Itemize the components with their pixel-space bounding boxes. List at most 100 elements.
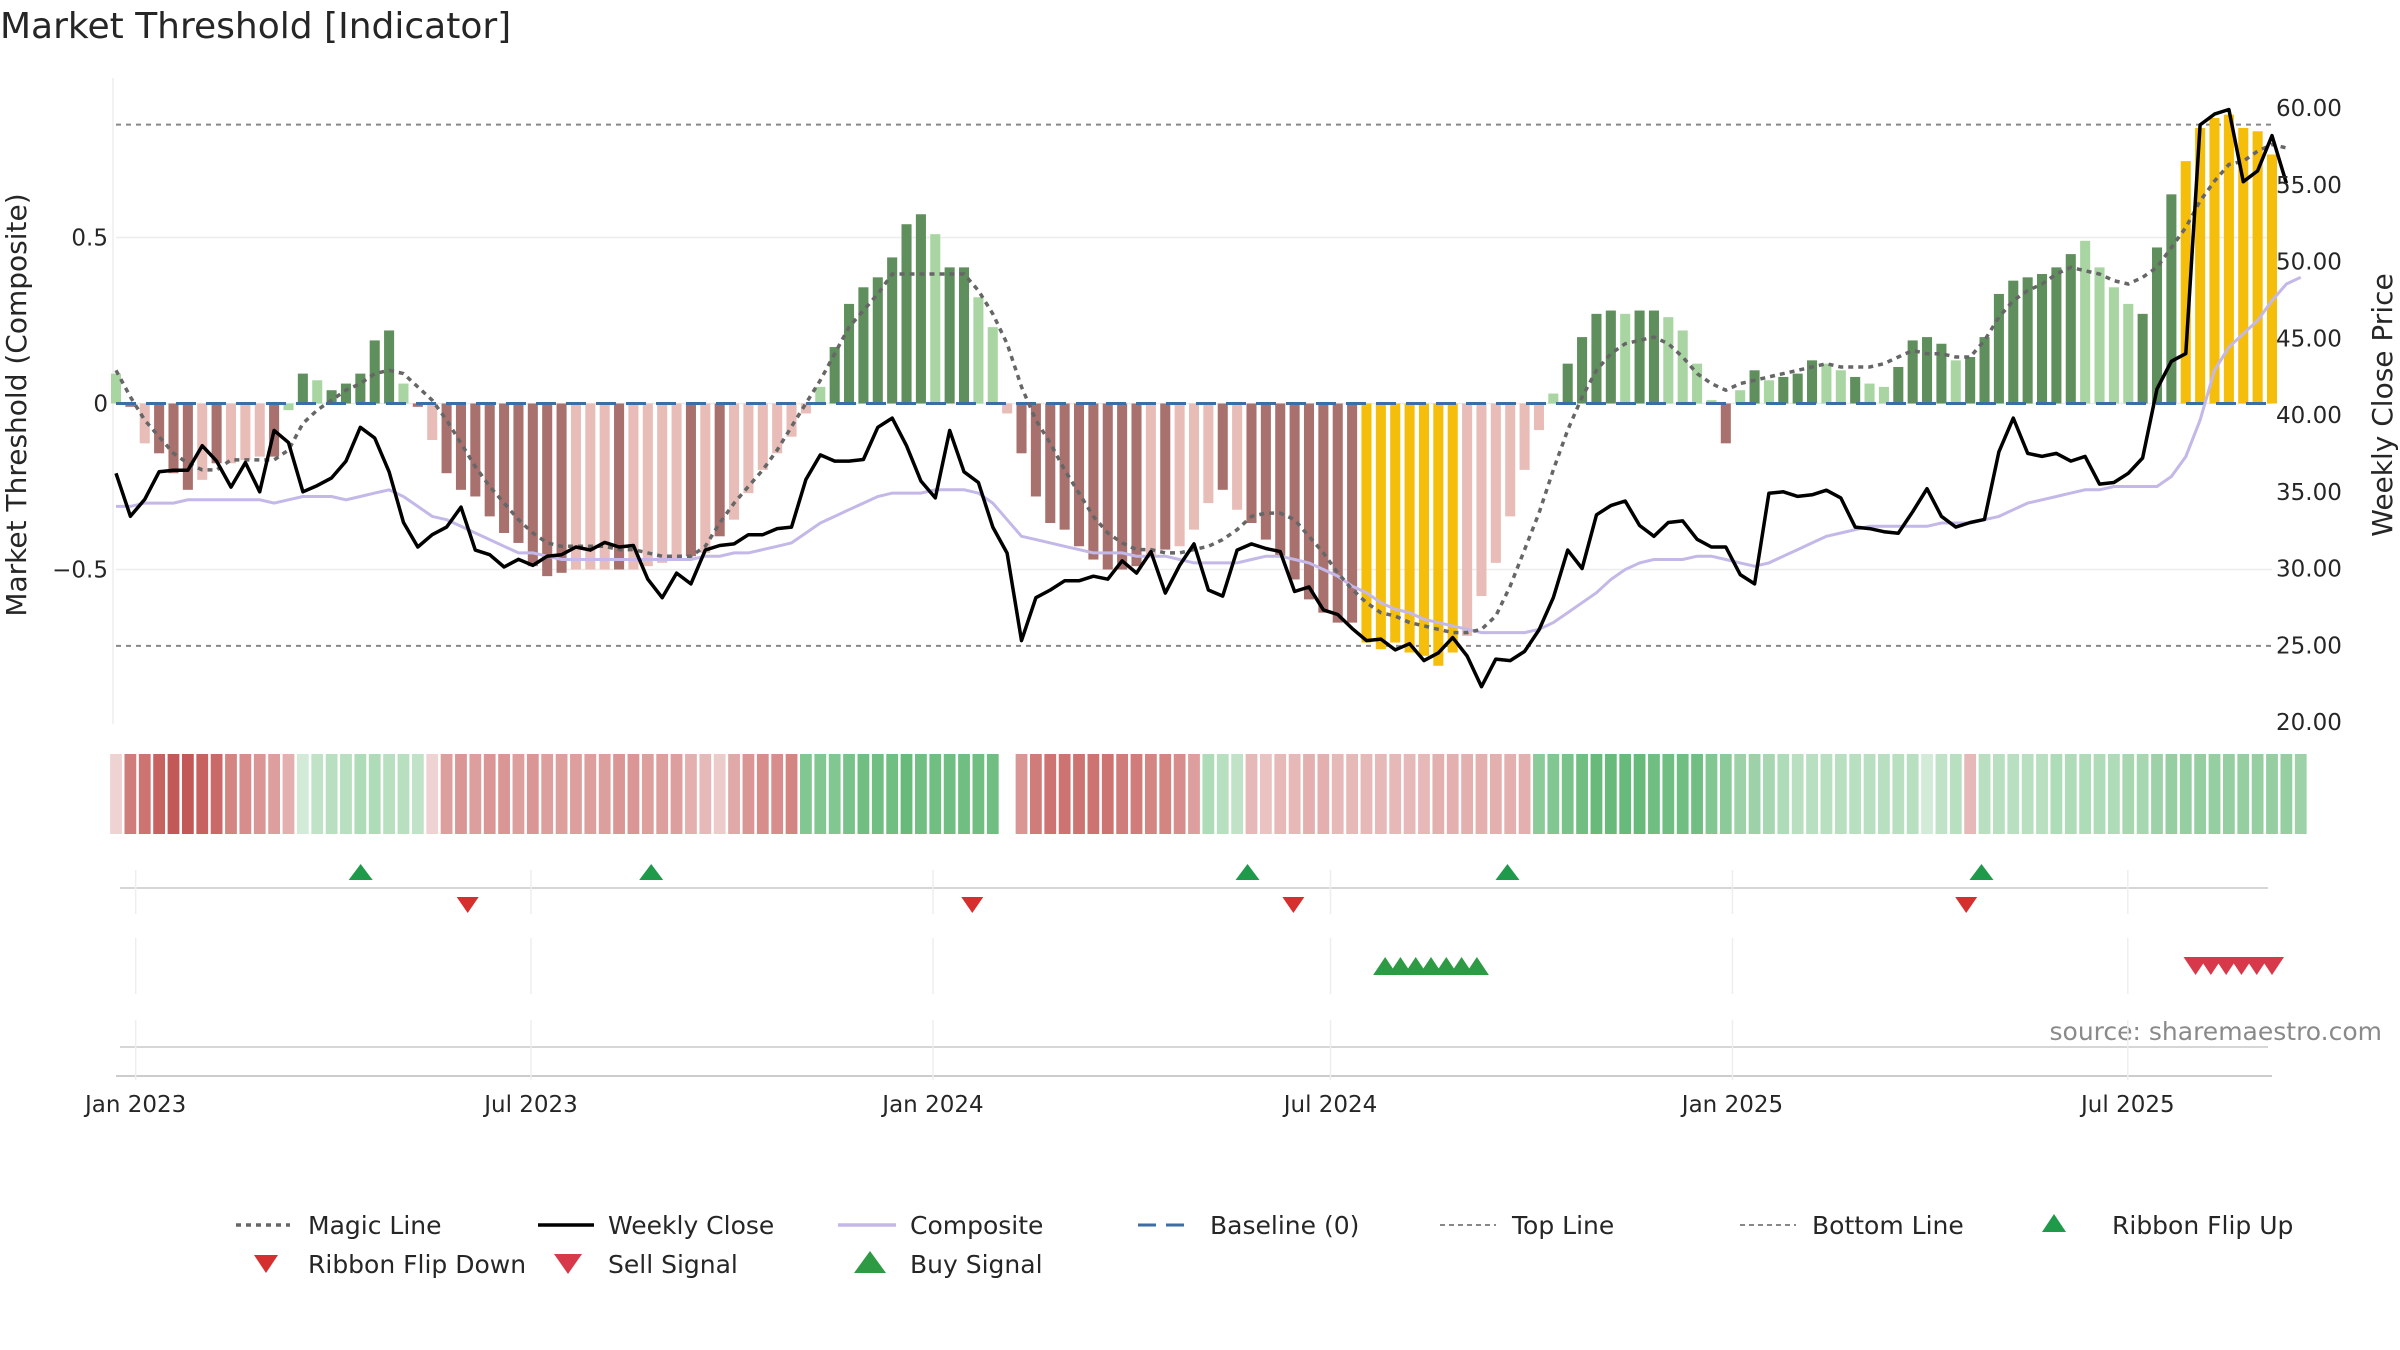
- ribbon-cell: [1719, 754, 1732, 834]
- composite-bar: [312, 380, 323, 404]
- ribbon-cell: [1935, 754, 1948, 834]
- ribbon-cell: [570, 754, 582, 834]
- ribbon-cell: [972, 754, 985, 834]
- right-tick-label: 40.00: [2276, 403, 2342, 429]
- ribbon-cell: [1993, 754, 2005, 834]
- composite-bar: [1332, 403, 1343, 623]
- ribbon-cell: [1331, 754, 1344, 834]
- ribbon-cell: [138, 754, 151, 834]
- composite-bar: [1893, 366, 1904, 404]
- composite-bar: [2195, 127, 2206, 404]
- ribbon-cell: [1820, 754, 1833, 834]
- right-tick-label: 20.00: [2276, 710, 2342, 736]
- ribbon-cell: [1303, 754, 1315, 834]
- buy-signal-marker: [1388, 957, 1413, 975]
- legend: Magic Line Weekly Close Composite Baseline …: [236, 1211, 2293, 1279]
- ribbon-cell: [1705, 754, 1718, 834]
- composite-bar: [355, 373, 366, 404]
- composite-bar: [772, 403, 783, 454]
- chart-title: Market Threshold [Indicator]: [0, 6, 511, 47]
- ribbon-cell: [1978, 754, 1991, 834]
- ribbon-cell: [2122, 754, 2135, 834]
- composite-bar: [1447, 403, 1458, 653]
- composite-bar: [1174, 403, 1185, 547]
- sell-signal-marker: [2260, 957, 2284, 975]
- composite-bar: [1807, 360, 1818, 404]
- ribbon-cell: [498, 754, 510, 834]
- ribbon-cell: [1648, 754, 1660, 834]
- ribbon-cell: [2280, 754, 2293, 834]
- ribbon-cell: [296, 754, 309, 834]
- ribbon-cell: [886, 754, 899, 834]
- ribbon-cell: [1030, 754, 1042, 834]
- ribbon-cell: [742, 754, 755, 834]
- composite-bar: [2123, 303, 2134, 404]
- left-axis-ticks: 0.5 0 −0.5: [52, 226, 108, 584]
- composite-bar: [1361, 403, 1372, 643]
- right-tick-label: 60.00: [2276, 96, 2342, 122]
- source-label: source: sharemaestro.com: [2050, 1017, 2383, 1046]
- ribbon-cell: [2194, 754, 2207, 834]
- right-tick-label: 25.00: [2276, 633, 2342, 659]
- ribbon-cell: [1878, 754, 1890, 834]
- ribbon-strip: [110, 754, 2307, 834]
- composite-bar: [182, 403, 193, 490]
- composite-bar: [1519, 403, 1530, 470]
- ribbon-cell: [713, 754, 726, 834]
- composite-bar: [1390, 403, 1401, 643]
- ribbon-cell: [1259, 754, 1272, 834]
- ribbon-flip-up-marker: [348, 864, 373, 880]
- composite-bar: [757, 403, 768, 470]
- ribbon-cell: [1633, 754, 1646, 834]
- composite-bar: [513, 403, 524, 543]
- ribbon-cell: [929, 754, 942, 834]
- buy-signal-marker: [1403, 957, 1428, 975]
- composite-bar: [858, 287, 869, 404]
- ribbon-cell: [1173, 754, 1186, 834]
- ribbon-cell: [526, 754, 539, 834]
- ribbon-flip-markers: [120, 864, 2268, 913]
- ribbon-cell: [1475, 754, 1488, 834]
- ribbon-cell: [167, 754, 180, 834]
- ribbon-cell: [986, 754, 999, 834]
- ribbon-cell: [1360, 754, 1373, 834]
- ribbon-cell: [756, 754, 769, 834]
- composite-bar: [1375, 403, 1386, 650]
- legend-sell-swatch: [554, 1254, 582, 1274]
- composite-bars: [110, 114, 2278, 666]
- composite-bar: [2223, 114, 2234, 404]
- composite-bar: [441, 403, 452, 474]
- ribbon-cell: [411, 754, 424, 834]
- composite-bar: [1088, 403, 1099, 560]
- ribbon-cell: [771, 754, 784, 834]
- ribbon-cell: [2093, 754, 2106, 834]
- composite-bar: [168, 403, 179, 474]
- composite-bar: [642, 403, 653, 567]
- ribbon-cell: [1504, 754, 1517, 834]
- ribbon-flip-up-marker: [639, 864, 664, 880]
- ribbon-cell: [1863, 754, 1876, 834]
- ribbon-cell: [1590, 754, 1603, 834]
- ribbon-cell: [555, 754, 568, 834]
- ribbon-cell: [210, 754, 223, 834]
- composite-bar: [110, 373, 122, 404]
- composite-bar: [1562, 363, 1573, 404]
- composite-bar: [125, 403, 136, 407]
- legend-label: Weekly Close: [608, 1211, 774, 1240]
- composite-bar: [1720, 403, 1731, 444]
- composite-bar: [197, 403, 208, 480]
- composite-bar: [470, 403, 481, 497]
- ribbon-cell: [1245, 754, 1258, 834]
- composite-bar: [743, 403, 754, 494]
- x-tick-label: Jan 2025: [1680, 1092, 1783, 1118]
- composite-bar: [1993, 293, 2004, 404]
- gridlines: [112, 78, 2272, 724]
- composite-bar: [2180, 161, 2191, 404]
- ribbon-cell: [2021, 754, 2034, 834]
- ribbon-cell: [1058, 754, 1071, 834]
- ribbon-cell: [1533, 754, 1545, 834]
- composite-bar: [887, 257, 898, 404]
- composite-bar: [2151, 247, 2163, 404]
- ribbon-cell: [670, 754, 683, 834]
- x-tick-label: Jan 2024: [880, 1092, 983, 1118]
